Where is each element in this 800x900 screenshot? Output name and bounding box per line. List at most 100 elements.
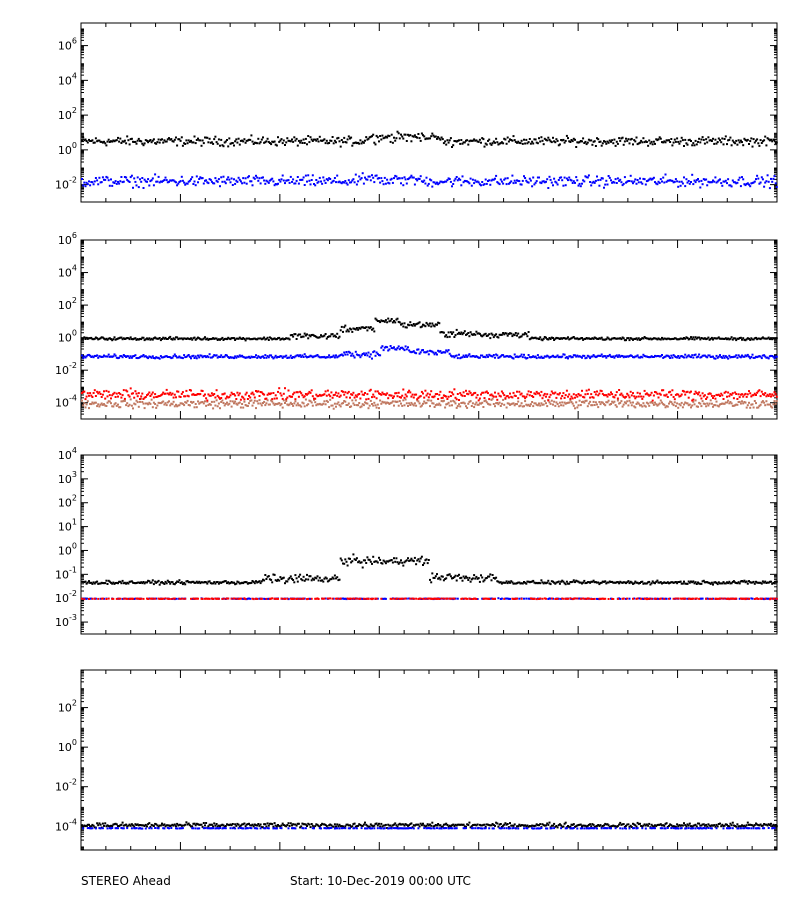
data-point bbox=[488, 353, 491, 356]
data-point bbox=[757, 355, 760, 358]
data-point bbox=[436, 403, 438, 406]
data-point bbox=[259, 182, 262, 185]
data-point bbox=[758, 389, 761, 392]
data-point bbox=[604, 580, 607, 583]
data-point bbox=[555, 581, 558, 584]
data-point bbox=[391, 181, 394, 184]
data-point bbox=[543, 355, 546, 358]
data-point bbox=[540, 338, 543, 341]
data-point bbox=[122, 389, 125, 392]
data-point bbox=[589, 139, 592, 142]
data-point bbox=[198, 393, 201, 396]
data-point bbox=[416, 179, 419, 182]
data-point bbox=[83, 355, 86, 358]
data-point bbox=[344, 391, 347, 394]
data-point bbox=[746, 582, 749, 585]
data-point bbox=[655, 138, 658, 141]
data-point bbox=[123, 581, 126, 584]
data-point bbox=[228, 582, 231, 585]
data-point bbox=[680, 180, 683, 183]
data-point bbox=[577, 404, 580, 407]
data-point bbox=[750, 337, 753, 340]
data-point bbox=[273, 184, 276, 187]
data-point bbox=[159, 138, 162, 141]
data-point bbox=[749, 392, 752, 395]
data-point bbox=[433, 577, 436, 579]
data-point bbox=[504, 332, 507, 335]
data-point bbox=[592, 180, 595, 183]
data-point bbox=[527, 331, 530, 333]
data-point bbox=[213, 182, 216, 185]
data-point bbox=[386, 560, 389, 563]
data-point bbox=[364, 176, 366, 179]
data-point bbox=[386, 178, 389, 181]
data-point bbox=[112, 181, 115, 184]
data-point bbox=[770, 177, 772, 180]
data-point bbox=[347, 557, 350, 560]
data-point bbox=[730, 582, 733, 585]
data-point bbox=[380, 393, 383, 396]
data-point bbox=[760, 357, 763, 360]
data-point bbox=[722, 180, 725, 183]
data-point bbox=[693, 144, 696, 147]
data-point bbox=[759, 181, 762, 184]
data-point bbox=[643, 404, 646, 407]
data-point bbox=[751, 394, 754, 397]
data-point bbox=[129, 387, 132, 390]
data-point bbox=[512, 135, 515, 138]
data-point bbox=[454, 177, 457, 180]
data-point bbox=[364, 559, 366, 562]
data-point bbox=[477, 356, 480, 359]
data-point bbox=[592, 396, 595, 399]
data-point bbox=[106, 401, 109, 404]
data-point bbox=[430, 325, 433, 328]
data-point bbox=[463, 395, 466, 397]
data-point bbox=[721, 356, 724, 359]
data-point bbox=[98, 139, 101, 142]
data-point bbox=[179, 396, 182, 398]
data-point bbox=[668, 355, 670, 358]
data-point bbox=[575, 394, 578, 397]
data-point bbox=[258, 177, 261, 180]
data-point bbox=[81, 139, 83, 142]
data-point bbox=[130, 356, 133, 359]
data-point bbox=[99, 181, 102, 184]
data-point bbox=[576, 141, 579, 144]
data-point bbox=[446, 350, 449, 353]
data-point bbox=[244, 339, 247, 342]
data-point bbox=[303, 405, 306, 408]
data-point bbox=[511, 139, 514, 142]
data-point bbox=[386, 346, 389, 349]
data-point bbox=[300, 178, 303, 181]
data-point bbox=[477, 403, 480, 406]
data-point bbox=[633, 180, 636, 183]
data-point bbox=[581, 337, 583, 339]
data-point bbox=[516, 355, 518, 358]
data-point bbox=[452, 393, 455, 396]
data-point bbox=[770, 337, 772, 340]
data-point bbox=[717, 355, 720, 358]
data-point bbox=[766, 137, 769, 140]
data-point bbox=[426, 350, 429, 353]
data-point bbox=[426, 137, 429, 140]
data-point bbox=[316, 336, 319, 339]
data-point bbox=[672, 141, 675, 144]
data-point bbox=[422, 180, 424, 183]
data-point bbox=[768, 355, 771, 358]
data-point bbox=[466, 333, 469, 336]
data-point bbox=[513, 179, 516, 182]
data-point bbox=[110, 355, 112, 358]
data-point bbox=[525, 333, 528, 336]
data-point bbox=[333, 356, 336, 359]
data-point bbox=[722, 398, 725, 400]
data-point bbox=[671, 356, 674, 359]
data-point bbox=[365, 402, 368, 405]
data-point bbox=[241, 395, 244, 398]
data-point bbox=[565, 177, 568, 180]
data-point bbox=[84, 356, 87, 359]
data-point bbox=[759, 139, 762, 142]
data-point bbox=[416, 559, 419, 562]
data-point bbox=[265, 397, 268, 400]
data-point bbox=[746, 182, 749, 185]
data-point bbox=[470, 139, 473, 142]
